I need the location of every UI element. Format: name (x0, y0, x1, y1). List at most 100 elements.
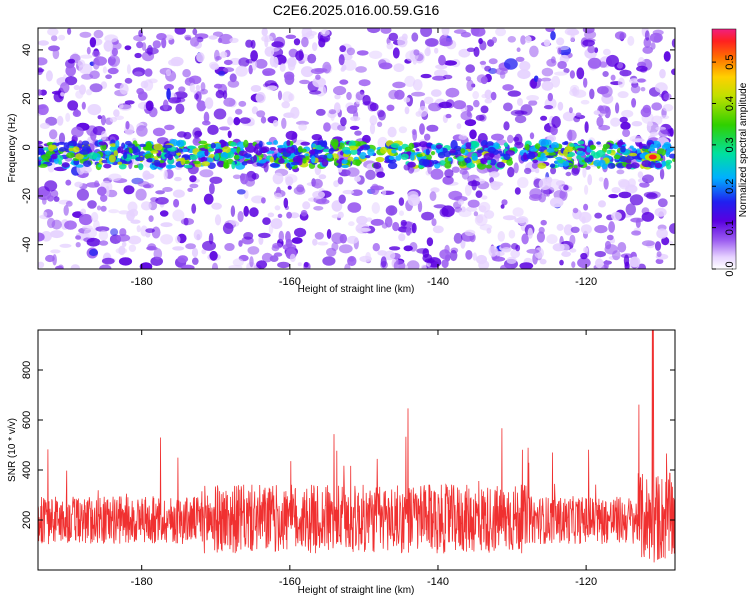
spectrogram-cell (237, 211, 244, 223)
spectrogram-cell (38, 68, 45, 73)
spectrogram-cell (108, 154, 116, 163)
spectrogram-cell (411, 222, 417, 234)
spectrogram-cell (279, 63, 286, 72)
spectrogram-cell (68, 147, 74, 152)
spectrogram-cell (503, 121, 510, 131)
spectrogram-cell (315, 198, 330, 205)
spectrogram-cell (619, 69, 632, 77)
spectrogram-cell (354, 175, 361, 182)
spectrogram-cell (89, 248, 98, 257)
snr-y-tick-label: 200 (21, 511, 33, 529)
spectrogram-cell (172, 209, 185, 222)
spectrogram-cell (473, 99, 480, 108)
snr-y-tick-label: 600 (21, 411, 33, 429)
spectrogram-cell (479, 60, 487, 65)
spectrogram-cell (603, 48, 611, 56)
colorbar-tick-label: 0.3 (724, 137, 736, 152)
spectrogram-cell (247, 246, 260, 255)
spectrogram-cell (443, 60, 457, 66)
spectrogram-cell (537, 162, 547, 169)
spectrogram-cell (617, 77, 625, 88)
spectrogram-cell (513, 162, 519, 174)
spectrogram-cell (379, 62, 393, 70)
spectrogram-cell (546, 234, 558, 245)
spectrogram-cell (589, 88, 595, 100)
spectrogram-cell (654, 241, 662, 251)
spectrogram-cell (570, 33, 575, 42)
spectrogram-cell (443, 74, 453, 80)
spectrogram-cell (666, 147, 673, 153)
spectrogram-cell (642, 46, 653, 54)
spectrogram-cell (602, 143, 611, 149)
spectrogram-cell (642, 174, 654, 184)
spectrogram-cell (320, 140, 327, 148)
spectrogram-cell (277, 213, 283, 218)
spectrogram-cell (628, 152, 638, 157)
spectrogram-cell (203, 193, 214, 205)
spectrogram-cell (488, 68, 498, 74)
spectrogram-cell (382, 189, 387, 196)
spectrogram-cell (671, 68, 675, 76)
spectrogram-cell (516, 47, 521, 52)
spectrogram-cell (506, 159, 513, 166)
spectrogram-cell (301, 36, 309, 48)
spectrogram-cell (465, 250, 473, 260)
spectrogram-cell (223, 97, 236, 107)
spectrogram-cell (315, 74, 321, 80)
spectrogram-cell (296, 120, 309, 126)
spectrogram-cell (74, 108, 79, 116)
spectrogram-cell (520, 35, 526, 45)
spectrogram-cell (481, 195, 488, 200)
spectrogram-cell (222, 90, 228, 100)
spectrogram-cell (145, 47, 159, 55)
spectrogram-cell (293, 38, 301, 46)
spectrogram-cell (362, 134, 371, 144)
spectrogram-cell (564, 141, 569, 145)
spectrogram-cell (306, 30, 317, 36)
spectrogram-cell (86, 237, 101, 247)
spectrogram-cell (289, 253, 296, 263)
spectrogram-cell (458, 209, 472, 218)
spectrogram-cell (669, 223, 675, 234)
spectrogram-cell (563, 68, 570, 74)
spectrogram-cell (274, 192, 282, 199)
spectrogram-cell (57, 141, 66, 145)
spectrogram-cell (318, 37, 326, 48)
spectrogram-cell (75, 164, 84, 168)
spectrogram-cell (103, 163, 112, 169)
spectrogram-cell (418, 141, 428, 148)
spectrogram-cell (563, 149, 568, 157)
spectrogram-cell (529, 132, 535, 140)
spectrogram-cell (38, 232, 45, 242)
spectrogram-cell (666, 163, 672, 170)
spectrogram-cell (286, 162, 291, 169)
spectrogram-cell (358, 79, 371, 87)
spectrogram-cell (528, 100, 538, 106)
spectrogram-cell (333, 180, 340, 188)
spectrogram-cell (577, 140, 585, 145)
spectrogram-cell (183, 164, 193, 169)
spectrogram-cell (300, 66, 314, 78)
spectrogram-cell (355, 91, 365, 101)
spectrogram-cell (99, 240, 109, 246)
spectrogram-cell (577, 257, 591, 269)
spectrogram-cell (623, 254, 630, 267)
spectrogram-cell (333, 85, 347, 96)
spectrogram-x-tick-label: -180 (131, 276, 153, 288)
spectrogram-cell (314, 68, 328, 73)
spectrogram-cell (404, 106, 410, 115)
spectrogram-cell (251, 59, 257, 71)
spectrogram-cell (562, 111, 576, 122)
spectrogram-cell (271, 41, 284, 48)
spectrogram-cell (559, 243, 570, 252)
spectrogram-cell (96, 205, 102, 211)
spectrogram-cell (484, 98, 493, 104)
spectrogram-cell (369, 122, 376, 135)
spectrogram-y-tick-label: 0 (21, 144, 33, 150)
spectrogram-cell (113, 109, 120, 117)
spectrogram-cell (152, 127, 166, 137)
spectrogram-cell (380, 146, 388, 154)
spectrogram-cell (281, 101, 291, 109)
spectrogram-cell (231, 161, 236, 170)
